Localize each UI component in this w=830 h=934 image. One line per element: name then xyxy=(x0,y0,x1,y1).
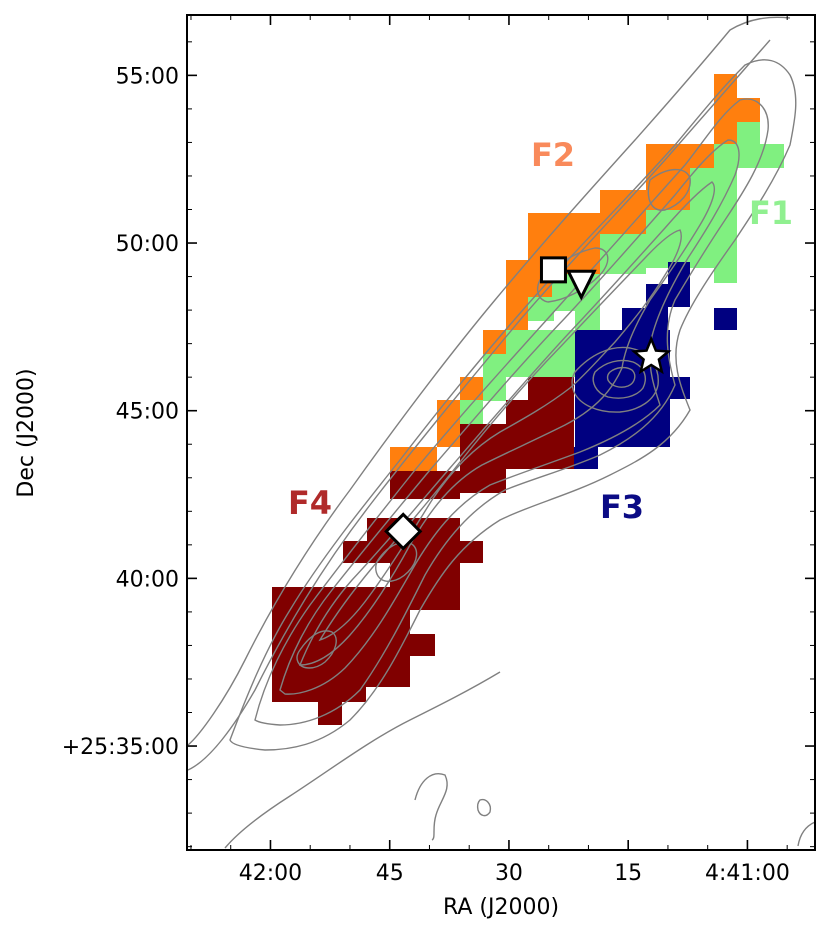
region-f2-pixel xyxy=(506,260,528,330)
x-tick-label: 30 xyxy=(495,861,523,886)
contour-line xyxy=(298,181,716,666)
contour-line xyxy=(592,359,646,399)
contour-line xyxy=(224,671,501,849)
y-axis-label: Dec (J2000) xyxy=(14,368,39,497)
contour-line xyxy=(254,98,769,726)
contour-line xyxy=(571,346,659,413)
region-f4-pixel xyxy=(272,687,366,702)
region-f3-pixel xyxy=(646,284,668,309)
region-f2-pixel xyxy=(437,400,460,447)
axis-ticks: 42:00 45 30 15 4:41:00 55:00 50:00 45:00 40:00 +2… xyxy=(62,15,815,886)
contour-line xyxy=(414,773,448,841)
y-tick-label: 55:00 xyxy=(116,64,179,89)
region-f4-pixel xyxy=(410,634,435,656)
region-f1-pixel xyxy=(737,122,760,146)
contour-line xyxy=(279,139,740,695)
contour-line xyxy=(536,247,609,303)
region-label-f1: F1 xyxy=(749,194,793,232)
region-label-f3: F3 xyxy=(600,488,644,526)
region-f1-pixel xyxy=(714,144,784,168)
contour-line xyxy=(318,229,682,642)
x-tick-label: 42:00 xyxy=(239,861,302,886)
region-f1-pixel xyxy=(690,168,714,268)
intensity-contours xyxy=(187,16,816,849)
region-f2-pixel xyxy=(737,98,760,122)
region-f1-pixel xyxy=(714,168,737,283)
contour-line xyxy=(296,630,337,669)
contour-line xyxy=(797,821,816,847)
region-f1-pixel xyxy=(460,400,483,424)
region-pixels xyxy=(272,74,784,725)
contour-line xyxy=(229,59,797,751)
region-f3-pixel xyxy=(668,262,690,307)
contour-line xyxy=(647,168,691,211)
contour-line xyxy=(476,798,492,817)
region-f2-pixel xyxy=(390,447,437,471)
region-f2-pixel xyxy=(460,377,483,401)
contour-line xyxy=(606,366,636,388)
region-f2-pixel xyxy=(600,190,646,234)
square-marker xyxy=(539,256,567,284)
y-tick-label: 40:00 xyxy=(116,567,179,592)
region-label-f2: F2 xyxy=(531,136,575,174)
y-tick-label: 50:00 xyxy=(116,232,179,257)
source-markers xyxy=(384,256,672,551)
region-f1-pixel xyxy=(646,210,690,268)
region-label-f4: F4 xyxy=(288,484,332,522)
contour-line xyxy=(187,39,771,771)
x-tick-label: 45 xyxy=(376,861,404,886)
region-f4-pixel xyxy=(528,377,574,469)
region-f4-pixel xyxy=(506,400,528,469)
region-f3-pixel xyxy=(714,308,737,330)
plot-frame xyxy=(186,14,816,851)
star-marker xyxy=(630,335,672,375)
diamond-marker xyxy=(384,512,423,551)
x-tick-label: 4:41:00 xyxy=(705,861,790,886)
region-f4-pixel xyxy=(460,541,483,563)
y-tick-label: 45:00 xyxy=(116,400,179,425)
y-tick-label: +25:35:00 xyxy=(62,735,179,760)
contour-line xyxy=(187,16,791,746)
region-f4-pixel xyxy=(343,541,367,563)
triangle-marker xyxy=(565,269,597,301)
x-tick-label: 15 xyxy=(614,861,642,886)
x-axis-label: RA (J2000) xyxy=(443,895,559,920)
